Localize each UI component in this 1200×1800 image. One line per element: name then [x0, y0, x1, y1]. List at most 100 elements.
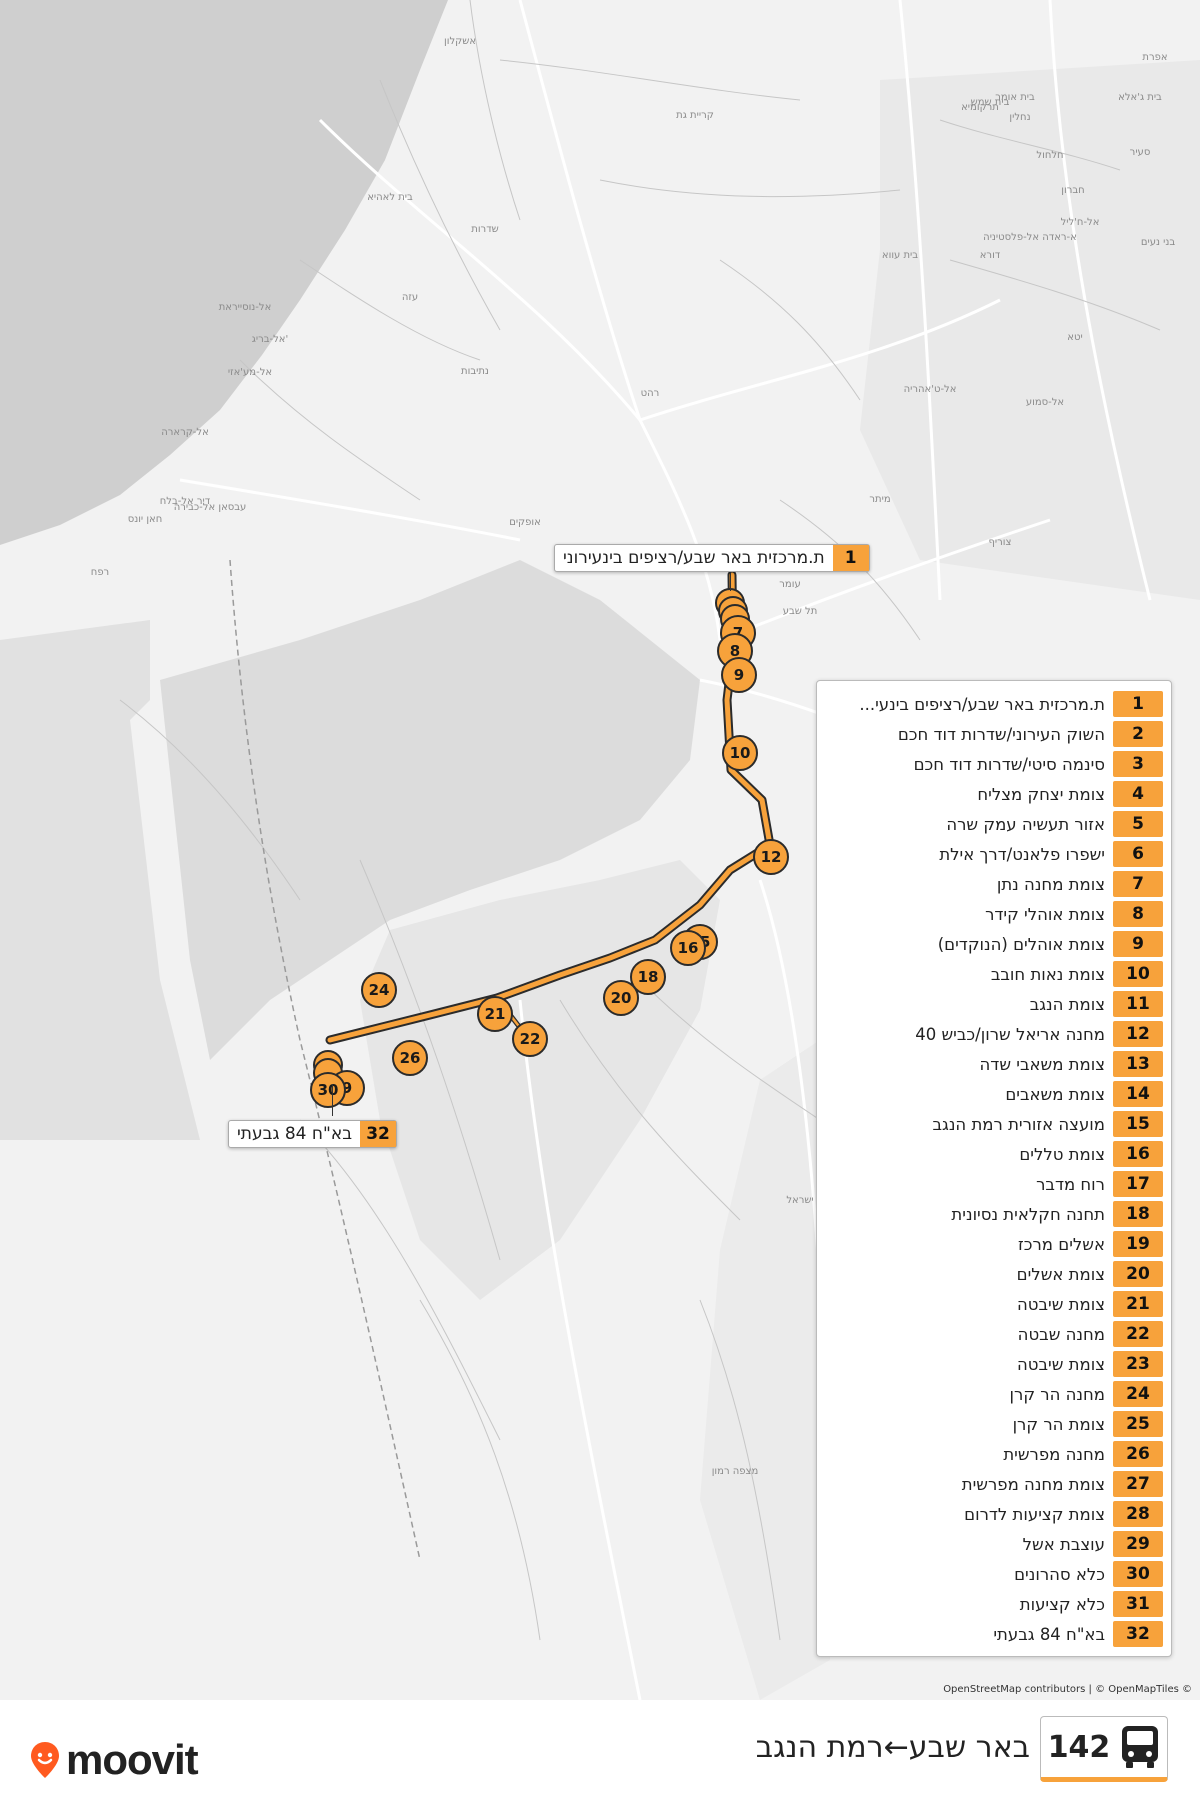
map-stop-marker[interactable]: 26	[392, 1040, 428, 1076]
stop-row[interactable]: 28 צומת קציעות לדרום	[825, 1499, 1163, 1529]
stop-row[interactable]: 30 כלא סהרונים	[825, 1559, 1163, 1589]
stop-number: 20	[1113, 1261, 1163, 1287]
stop-row[interactable]: 6 ישפרו פלאנט/דרך אילת	[825, 839, 1163, 869]
stop-row[interactable]: 31 כלא קציעות	[825, 1589, 1163, 1619]
stop-row[interactable]: 1 ת.מרכזית באר שבע/רציפים בינעי...	[825, 689, 1163, 719]
map-stop-marker[interactable]: 21	[477, 996, 513, 1032]
stop-number: 27	[1113, 1471, 1163, 1497]
map-sinai-area	[0, 620, 200, 1140]
place-label: אל-בריג'	[252, 334, 289, 345]
map-stop-number: 16	[678, 939, 699, 957]
stop-row[interactable]: 24 מחנה הר קרן	[825, 1379, 1163, 1409]
stop-number: 2	[1113, 721, 1163, 747]
stop-row[interactable]: 4 צומת יצחק מצליח	[825, 779, 1163, 809]
first-stop-callout[interactable]: 1 ת.מרכזית באר שבע/רציפים בינעירוני	[554, 544, 870, 572]
stop-name: צומת יצחק מצליח	[977, 784, 1105, 804]
stop-row[interactable]: 10 צומת נאות חובב	[825, 959, 1163, 989]
callout-stop-number: 32	[360, 1121, 397, 1147]
place-label: תרקומיא	[961, 102, 999, 113]
stop-row[interactable]: 22 מחנה שבטה	[825, 1319, 1163, 1349]
route-number: 142	[1047, 1729, 1111, 1765]
stop-name: אשלים מרכז	[1018, 1234, 1105, 1254]
stop-row[interactable]: 26 מחנה מפרשית	[825, 1439, 1163, 1469]
map-stop-marker[interactable]: 9	[721, 657, 757, 693]
stop-row[interactable]: 17 רוח מדבר	[825, 1169, 1163, 1199]
stop-name: כלא סהרונים	[1014, 1564, 1105, 1584]
stop-row[interactable]: 16 צומת טללים	[825, 1139, 1163, 1169]
stop-row[interactable]: 12 מחנה אריאל שרון/כביש 40	[825, 1019, 1163, 1049]
stop-number: 22	[1113, 1321, 1163, 1347]
map-stop-number: 24	[369, 981, 390, 999]
stop-number: 15	[1113, 1111, 1163, 1137]
stop-row[interactable]: 8 צומת אוהלי קידר	[825, 899, 1163, 929]
stop-row[interactable]: 21 צומת שיבטה	[825, 1289, 1163, 1319]
map-attribution[interactable]: OpenStreetMap contributors | © OpenMapTi…	[943, 1684, 1192, 1695]
place-label: בית ג'אלא	[1118, 92, 1162, 103]
stop-number: 6	[1113, 841, 1163, 867]
stop-row[interactable]: 32 בא"ח 84 גבעתי	[825, 1619, 1163, 1649]
stop-name: תחנה חקלאית נסיונית	[951, 1204, 1105, 1224]
map-stop-marker[interactable]: 24	[361, 972, 397, 1008]
stop-row[interactable]: 29 עוצבת אשל	[825, 1529, 1163, 1559]
place-label: א-ראדה אל-פלסטיניה	[983, 232, 1077, 243]
stop-row[interactable]: 3 סינמה סיטי/שדרות דוד חכם	[825, 749, 1163, 779]
stop-name: כלא קציעות	[1019, 1594, 1105, 1614]
stop-number: 29	[1113, 1531, 1163, 1557]
place-label: שדרות	[471, 224, 499, 235]
map-stop-number: 18	[638, 968, 659, 986]
moovit-wordmark: moovit	[66, 1736, 199, 1783]
place-label: חברון	[1061, 185, 1084, 196]
map-stop-marker[interactable]: 12	[753, 839, 789, 875]
stop-number: 26	[1113, 1441, 1163, 1467]
stop-number: 30	[1113, 1561, 1163, 1587]
stop-row[interactable]: 13 צומת משאבי שדה	[825, 1049, 1163, 1079]
stop-row[interactable]: 7 צומת מחנה נתן	[825, 869, 1163, 899]
map-stop-marker[interactable]: 16	[670, 930, 706, 966]
stop-name: צומת נאות חובב	[990, 964, 1105, 984]
map-stop-marker[interactable]: 18	[630, 959, 666, 995]
map-stop-marker[interactable]: 22	[512, 1021, 548, 1057]
stop-number: 28	[1113, 1501, 1163, 1527]
stop-name: מחנה שבטה	[1017, 1324, 1105, 1344]
stop-number: 8	[1113, 901, 1163, 927]
moovit-logo[interactable]: moovit	[30, 1736, 199, 1784]
map-stop-number: 26	[400, 1049, 421, 1067]
stop-number: 4	[1113, 781, 1163, 807]
stop-number: 5	[1113, 811, 1163, 837]
stop-row[interactable]: 23 צומת שיבטה	[825, 1349, 1163, 1379]
map-stop-marker[interactable]: 20	[603, 980, 639, 1016]
stop-name: מועצה אזורית רמת הנגב	[932, 1114, 1105, 1134]
place-label: אל-ט'אהריה	[904, 384, 957, 395]
stop-name: ת.מרכזית באר שבע/רציפים בינעי...	[859, 694, 1105, 714]
stop-name: בא"ח 84 גבעתי	[993, 1624, 1105, 1644]
stop-row[interactable]: 19 אשלים מרכז	[825, 1229, 1163, 1259]
stop-name: מחנה אריאל שרון/כביש 40	[915, 1024, 1105, 1044]
place-label: בית עווא	[882, 250, 918, 261]
stop-row[interactable]: 15 מועצה אזורית רמת הנגב	[825, 1109, 1163, 1139]
stop-row[interactable]: 14 צומת משאבים	[825, 1079, 1163, 1109]
place-label: אל-מע'אזי	[228, 367, 272, 378]
route-badge[interactable]: 142	[1040, 1716, 1168, 1782]
stop-row[interactable]: 25 צומת הר קרן	[825, 1409, 1163, 1439]
stop-row[interactable]: 2 השוק העירוני/שדרות דוד חכם	[825, 719, 1163, 749]
stop-number: 13	[1113, 1051, 1163, 1077]
map-place-labels: אשקלון קריית גת בית שמש שדרות נתיבות אופקים רה…	[91, 36, 1176, 1477]
stop-row[interactable]: 11 צומת הנגב	[825, 989, 1163, 1019]
stop-name: צומת הר קרן	[1012, 1414, 1105, 1434]
stop-number: 24	[1113, 1381, 1163, 1407]
place-label: תל שבע	[783, 606, 818, 617]
stop-row[interactable]: 9 צומת אוהלים (הנוקדים)	[825, 929, 1163, 959]
map-stop-marker[interactable]: 30	[310, 1072, 346, 1108]
stop-number: 32	[1113, 1621, 1163, 1647]
callout-stop-label: בא"ח 84 גבעתי	[237, 1124, 353, 1144]
stop-row[interactable]: 20 צומת אשלים	[825, 1259, 1163, 1289]
stop-row[interactable]: 5 אזור תעשיה עמק שרה	[825, 809, 1163, 839]
map-stop-marker[interactable]: 10	[722, 735, 758, 771]
place-label: דיר אל-בלח	[160, 496, 211, 507]
place-label: עומר	[779, 579, 800, 590]
place-label: רפח	[91, 567, 109, 578]
stop-row[interactable]: 18 תחנה חקלאית נסיונית	[825, 1199, 1163, 1229]
map-stop-number: 20	[611, 989, 632, 1007]
stop-row[interactable]: 27 צומת מחנה מפרשית	[825, 1469, 1163, 1499]
last-stop-callout[interactable]: 32 בא"ח 84 גבעתי	[228, 1120, 398, 1148]
